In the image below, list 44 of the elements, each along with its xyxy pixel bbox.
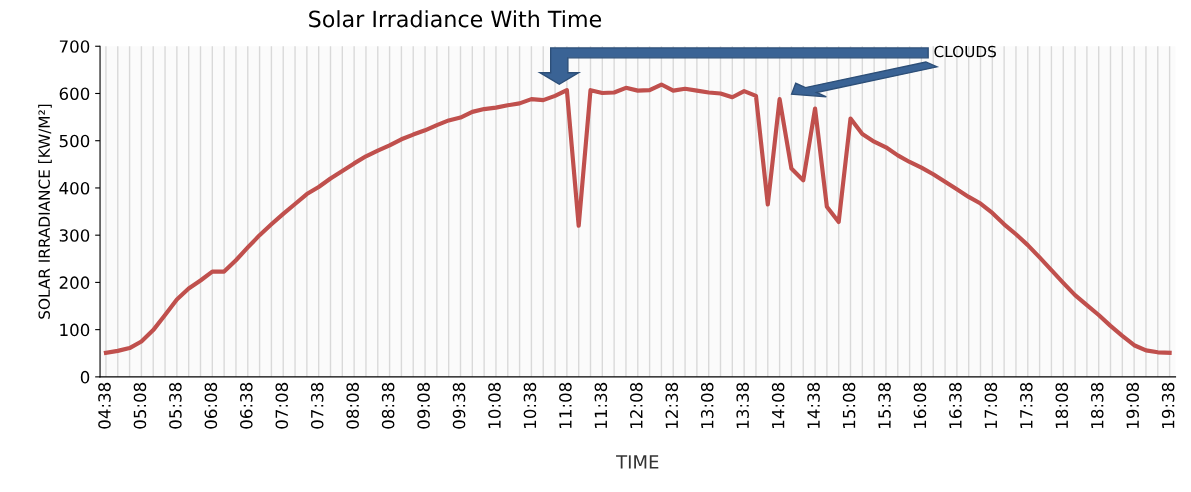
line-series — [103, 82, 1172, 355]
x-tick-label: 08:38 — [381, 382, 395, 429]
x-tick-label: 11:08 — [559, 382, 572, 428]
x-tick-label: 09:38 — [452, 382, 466, 429]
x-tick-label: 14:08 — [771, 382, 785, 428]
x-tick-label: 16:38 — [949, 382, 962, 428]
y-axis-title: SOLAR IRRADIANCE [KW/M²] — [38, 104, 52, 319]
x-tick-label: 06:38 — [240, 382, 253, 429]
x-tick-label: 16:08 — [913, 382, 927, 428]
x-tick-label: 06:08 — [204, 382, 218, 429]
x-tick-label: 18:08 — [1055, 382, 1069, 428]
x-tick-label: 14:38 — [807, 382, 820, 428]
y-tick-label: 500 — [59, 134, 90, 148]
x-tick-label: 07:38 — [310, 382, 324, 429]
x-tick-label: 08:08 — [346, 382, 359, 429]
y-tick-label: 400 — [59, 181, 90, 195]
x-tick-label: 12:38 — [665, 382, 679, 428]
x-tick-label: 09:08 — [417, 382, 430, 429]
x-tick-label: 10:38 — [523, 382, 537, 428]
y-tick-label: 200 — [59, 276, 90, 289]
x-tick-label: 19:38 — [1161, 382, 1175, 428]
x-tick-label: 19:08 — [1126, 382, 1139, 428]
x-tick-label: 15:38 — [878, 382, 891, 428]
y-tick-label: 600 — [59, 87, 90, 101]
y-tick-label: 0 — [80, 370, 90, 384]
x-tick-label: 12:08 — [630, 382, 643, 428]
x-tick-label: 10:08 — [488, 382, 501, 428]
x-axis-title: TIME — [616, 455, 659, 469]
annotation: CLOUDS — [934, 45, 996, 58]
x-tick-label: 17:08 — [984, 382, 998, 428]
x-tick-label: 11:38 — [594, 382, 608, 428]
x-tick-label: 13:08 — [700, 382, 714, 428]
x-tick-label: 05:38 — [169, 382, 182, 429]
x-tick-label: 15:08 — [842, 382, 856, 428]
x-tick-label: 05:08 — [133, 382, 147, 429]
x-tick-label: 04:38 — [98, 382, 111, 429]
chart-title: Solar Irradiance With Time — [309, 10, 602, 28]
x-tick-label: 13:38 — [736, 382, 749, 428]
y-tick-label: 700 — [59, 40, 90, 53]
x-tick-label: 07:08 — [275, 382, 289, 429]
x-tick-label: 17:38 — [1020, 382, 1033, 428]
y-tick-label: 100 — [60, 323, 90, 337]
x-tick-label: 18:38 — [1090, 382, 1104, 428]
y-tick-label: 300 — [59, 229, 90, 242]
